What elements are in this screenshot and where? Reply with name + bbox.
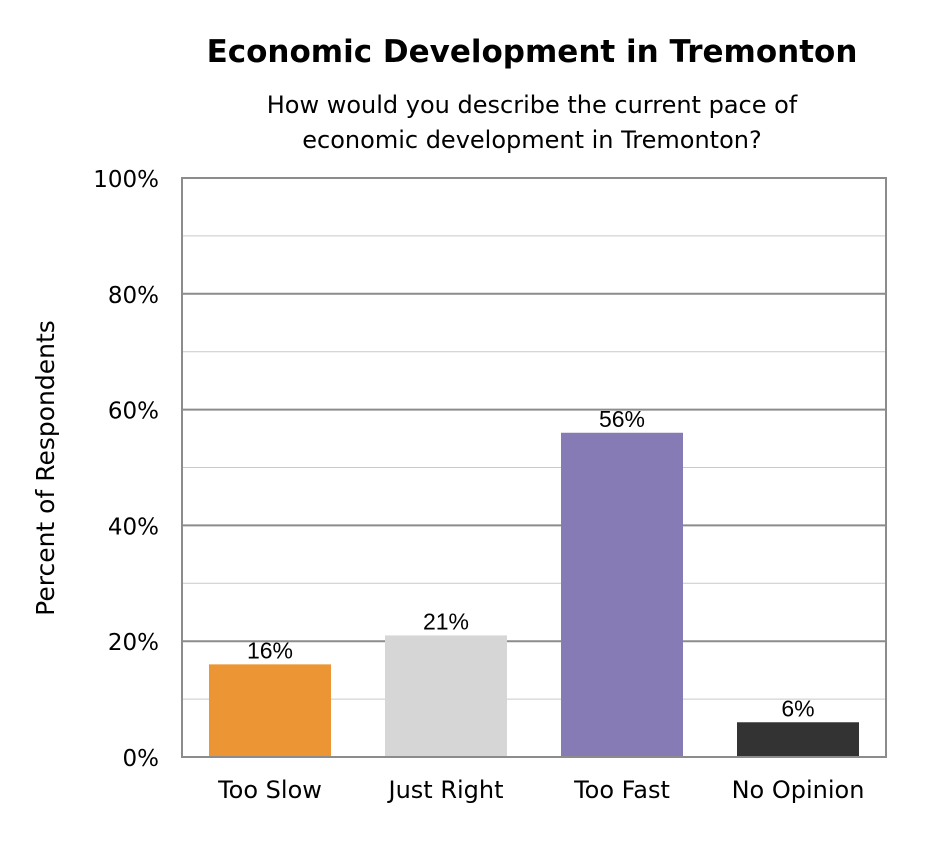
x-tick-labels: Too Slow Just Right Too Fast No Opinion bbox=[217, 776, 864, 804]
y-tick-label: 60% bbox=[108, 399, 159, 425]
chart-title: Economic Development in Tremonton bbox=[207, 34, 858, 70]
y-tick-label: 100% bbox=[93, 167, 159, 193]
plot-border bbox=[181, 177, 887, 758]
data-label: 21% bbox=[423, 608, 469, 634]
y-tick-labels: 0% 20% 40% 60% 80% 100% bbox=[93, 167, 159, 772]
gridlines bbox=[182, 235, 886, 700]
x-tick-label: Just Right bbox=[386, 776, 503, 804]
bar-no-opinion bbox=[737, 722, 859, 757]
chart-subtitle-line-2: economic development in Tremonton? bbox=[302, 126, 761, 154]
chart-subtitle-line-1: How would you describe the current pace … bbox=[267, 91, 798, 119]
bar-just-right bbox=[385, 635, 507, 757]
y-tick-label: 20% bbox=[108, 630, 159, 656]
y-tick-label: 0% bbox=[123, 746, 160, 772]
y-axis-label: Percent of Respondents bbox=[31, 320, 60, 616]
data-label: 56% bbox=[599, 406, 645, 432]
data-labels: 16% 21% 56% 6% bbox=[247, 406, 815, 722]
data-label: 6% bbox=[781, 695, 814, 721]
plot-frame bbox=[181, 177, 887, 758]
y-tick-label: 40% bbox=[108, 514, 159, 540]
x-tick-label: Too Fast bbox=[573, 776, 670, 804]
bar-too-slow bbox=[209, 664, 331, 757]
x-tick-label: Too Slow bbox=[217, 776, 322, 804]
bars bbox=[209, 432, 859, 757]
y-tick-label: 80% bbox=[108, 283, 159, 309]
data-label: 16% bbox=[247, 637, 293, 663]
x-tick-label: No Opinion bbox=[732, 776, 865, 804]
bar-too-fast bbox=[561, 432, 683, 757]
